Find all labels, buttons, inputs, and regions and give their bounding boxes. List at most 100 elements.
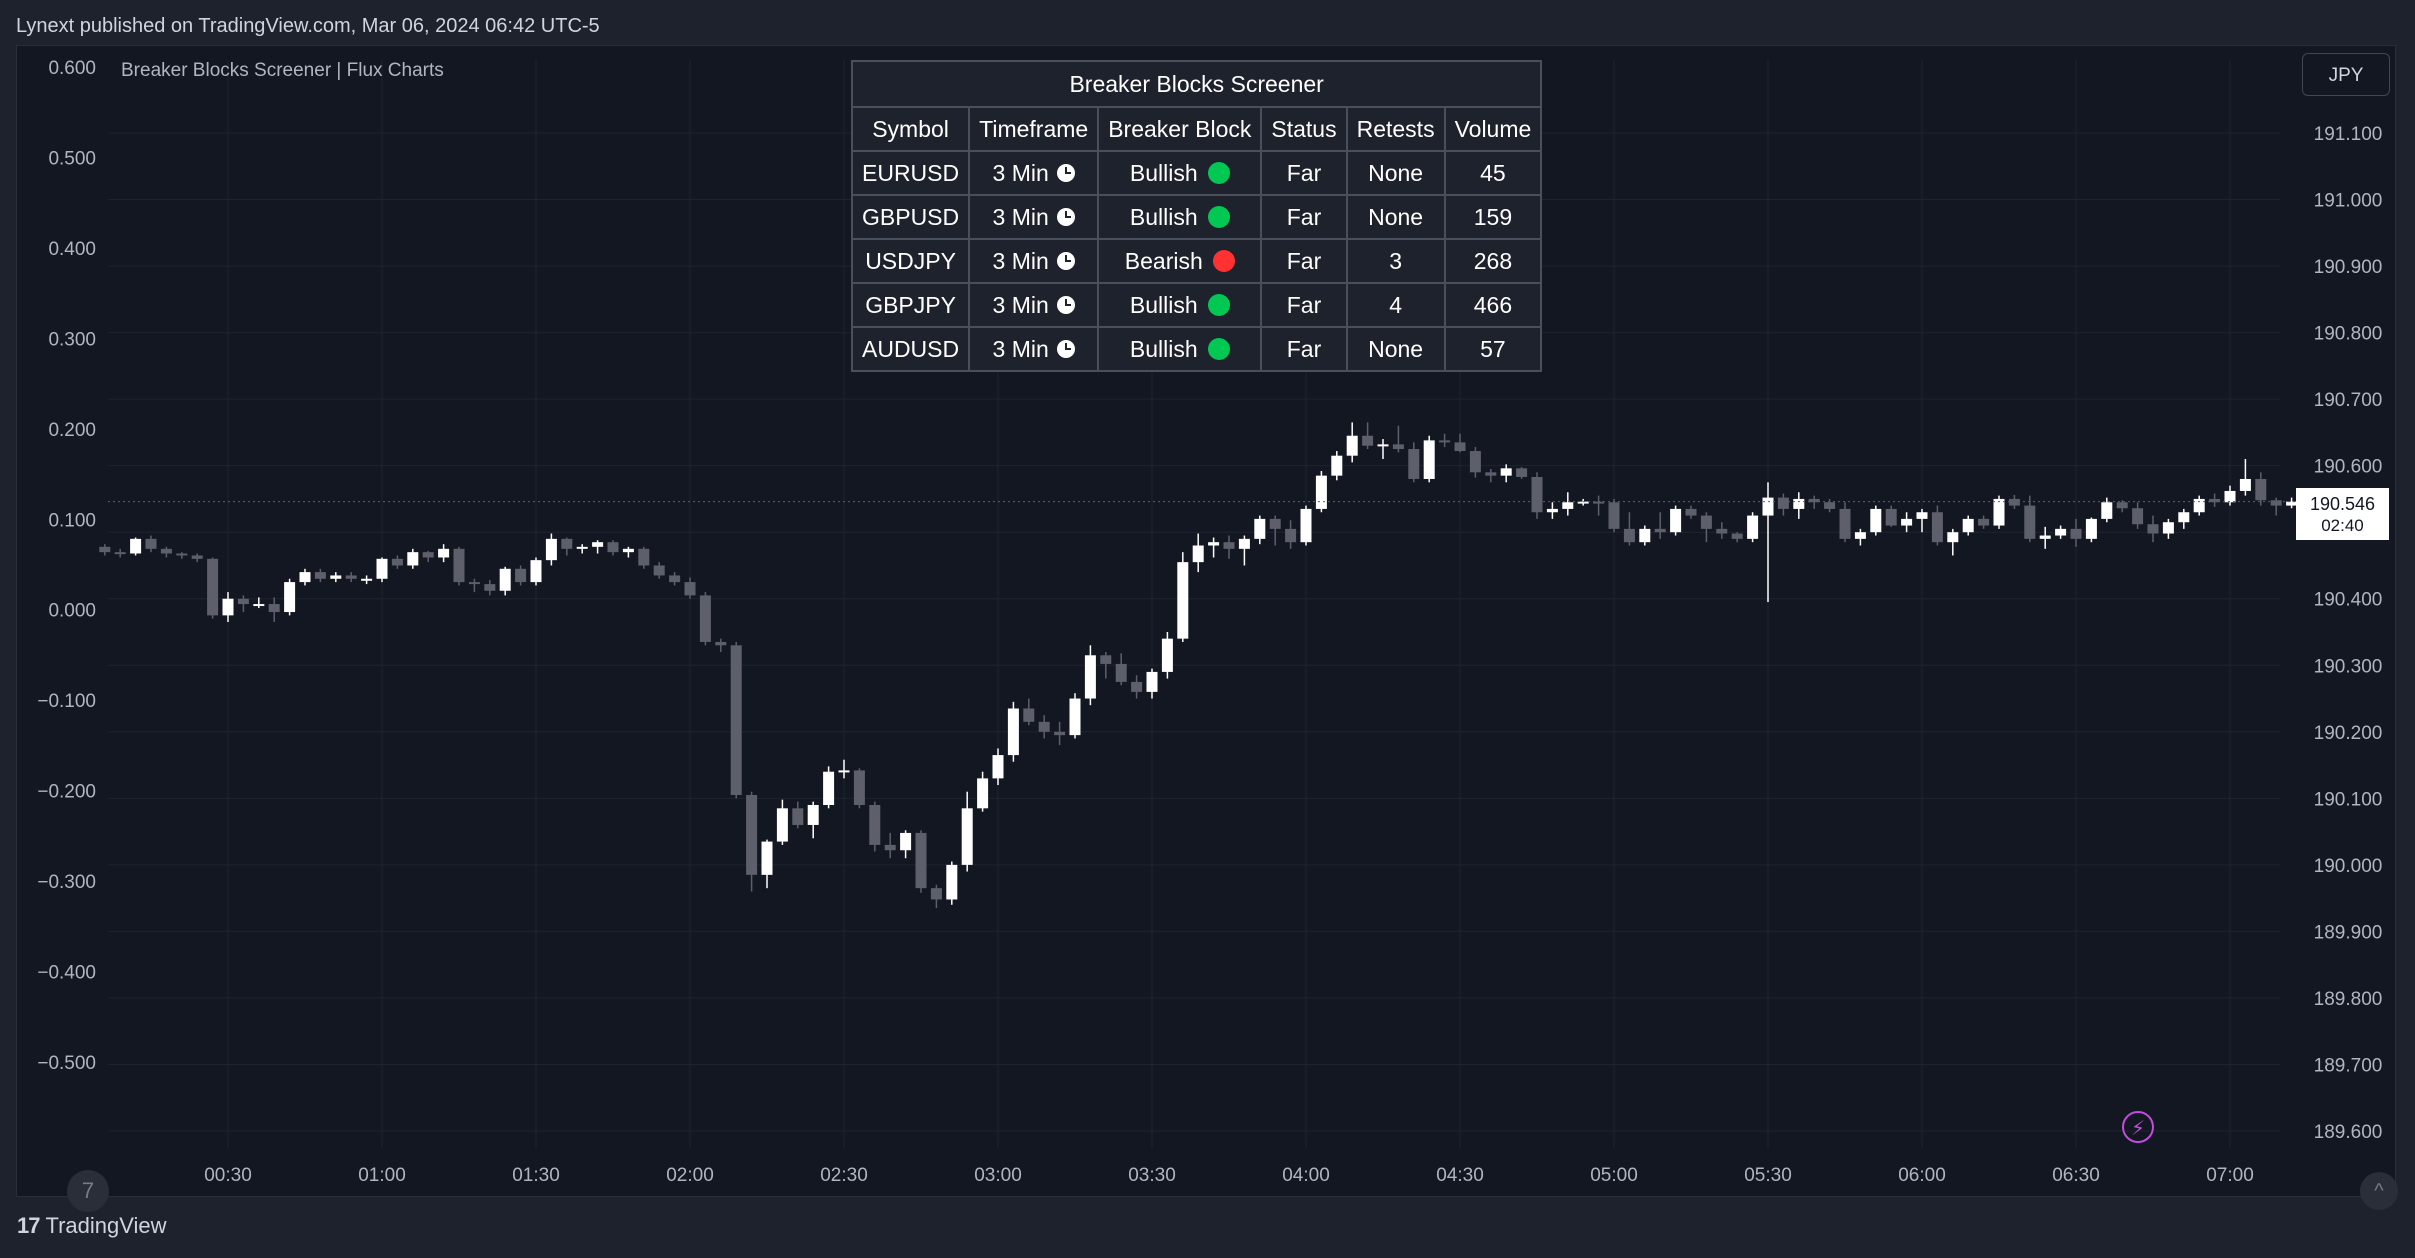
candle-body xyxy=(915,832,927,889)
candle xyxy=(992,748,1004,786)
symbol-cell: GBPJPY xyxy=(850,282,971,328)
candle-body xyxy=(576,546,588,549)
left-axis-tick: −0.500 xyxy=(37,1053,96,1074)
candle xyxy=(284,578,296,616)
time-axis-tick: 02:00 xyxy=(666,1165,714,1186)
candle-body xyxy=(1408,449,1420,479)
candle-body xyxy=(2255,478,2267,501)
candle-body xyxy=(2132,508,2144,525)
candle-body xyxy=(823,771,835,805)
time-axis-tick: 06:30 xyxy=(2052,1165,2100,1186)
candle xyxy=(1331,451,1343,481)
right-axis-tick: 190.800 xyxy=(2314,324,2383,345)
left-axis-tick: −0.100 xyxy=(37,691,96,712)
symbol-cell: GBPUSD xyxy=(850,194,971,240)
block-cell: Bullish xyxy=(1097,326,1263,372)
candle xyxy=(1608,498,1620,533)
candle-body xyxy=(376,558,388,579)
candle-body xyxy=(946,864,958,900)
status-cell: Far xyxy=(1260,326,1348,372)
candle-body xyxy=(992,755,1004,779)
candle xyxy=(1269,515,1281,546)
bullish-dot-icon xyxy=(1207,293,1230,316)
candle xyxy=(900,830,912,859)
table-row: USDJPY 3 Min Bearish Far 3 268 xyxy=(850,238,1543,284)
candle xyxy=(2224,485,2236,506)
candle-body xyxy=(1485,472,1497,476)
right-axis: 191.100 191.000 190.900 190.800 190.700 190.6… xyxy=(2314,124,2383,1143)
candle-body xyxy=(499,568,511,591)
scroll-to-realtime-button[interactable]: ^ xyxy=(2360,1172,2398,1210)
time-axis-tick: 00:30 xyxy=(204,1165,252,1186)
indicator-title[interactable]: Breaker Blocks Screener | Flux Charts xyxy=(121,60,444,81)
candle xyxy=(2147,515,2159,543)
candle xyxy=(545,533,557,566)
candle xyxy=(1069,693,1081,739)
candle-body xyxy=(1392,444,1404,450)
candle-body xyxy=(2039,535,2051,539)
right-axis-tick: 191.100 xyxy=(2314,124,2383,145)
right-axis-tick: 190.300 xyxy=(2314,656,2383,677)
candle xyxy=(345,572,357,583)
candle xyxy=(1177,552,1189,642)
tradingview-logo[interactable]: 17 TradingView xyxy=(17,1213,167,1239)
candle-body xyxy=(1454,442,1466,452)
bar-countdown: 02:40 xyxy=(2321,516,2364,535)
right-axis-tick: 190.000 xyxy=(2314,856,2383,877)
candle-body xyxy=(1346,435,1358,456)
candle-body xyxy=(1146,671,1158,692)
block-label: Bearish xyxy=(1124,247,1203,274)
candle-body xyxy=(1608,502,1620,529)
candle xyxy=(2270,497,2282,516)
goto-date-button[interactable]: 7 xyxy=(67,1170,109,1212)
candle xyxy=(1377,439,1389,460)
candle xyxy=(853,768,865,809)
candle xyxy=(130,537,142,556)
candle xyxy=(2255,472,2267,506)
candle xyxy=(484,580,496,596)
candle-body xyxy=(1377,444,1389,447)
alert-bolt-icon[interactable]: ⚡ xyxy=(2122,1111,2154,1143)
candle xyxy=(746,791,758,892)
candle xyxy=(730,641,742,799)
candle-body xyxy=(2239,478,2251,491)
candle-body xyxy=(2286,501,2298,506)
volume-cell: 268 xyxy=(1443,238,1543,284)
candle-body xyxy=(2178,512,2190,523)
candle xyxy=(1131,675,1143,699)
candle-body xyxy=(746,795,758,875)
candle xyxy=(1854,528,1866,546)
candle-body xyxy=(807,804,819,825)
candle-body xyxy=(1777,497,1789,509)
candle-body xyxy=(391,558,403,566)
candle-body xyxy=(699,595,711,642)
candle xyxy=(1947,528,1959,556)
candle xyxy=(499,566,511,596)
candle-body xyxy=(191,555,203,559)
clock-icon xyxy=(1056,207,1075,226)
candle-body xyxy=(792,808,804,825)
candle xyxy=(1839,502,1851,543)
candle xyxy=(576,544,588,554)
candle xyxy=(1454,433,1466,453)
candle-body xyxy=(1315,475,1327,509)
candle-body xyxy=(1593,501,1605,504)
screener-table: Breaker Blocks Screener Symbol Timeframe… xyxy=(850,60,1543,372)
candle xyxy=(1362,422,1374,450)
candle-body xyxy=(438,548,450,558)
candle-body xyxy=(1469,451,1481,473)
candle xyxy=(977,771,989,812)
left-axis-tick: −0.400 xyxy=(37,963,96,984)
candle xyxy=(1054,721,1066,746)
volume-cell: 159 xyxy=(1443,194,1543,240)
candle xyxy=(1531,472,1543,519)
left-axis-tick: −0.300 xyxy=(37,872,96,893)
candle xyxy=(1978,515,1990,529)
candle-body xyxy=(1084,655,1096,699)
candle xyxy=(2070,518,2082,547)
currency-button[interactable]: JPY xyxy=(2302,53,2390,96)
candle-body xyxy=(669,575,681,583)
left-axis-tick: 0.200 xyxy=(48,420,96,441)
candle xyxy=(2055,525,2067,539)
candle-body xyxy=(345,575,357,579)
